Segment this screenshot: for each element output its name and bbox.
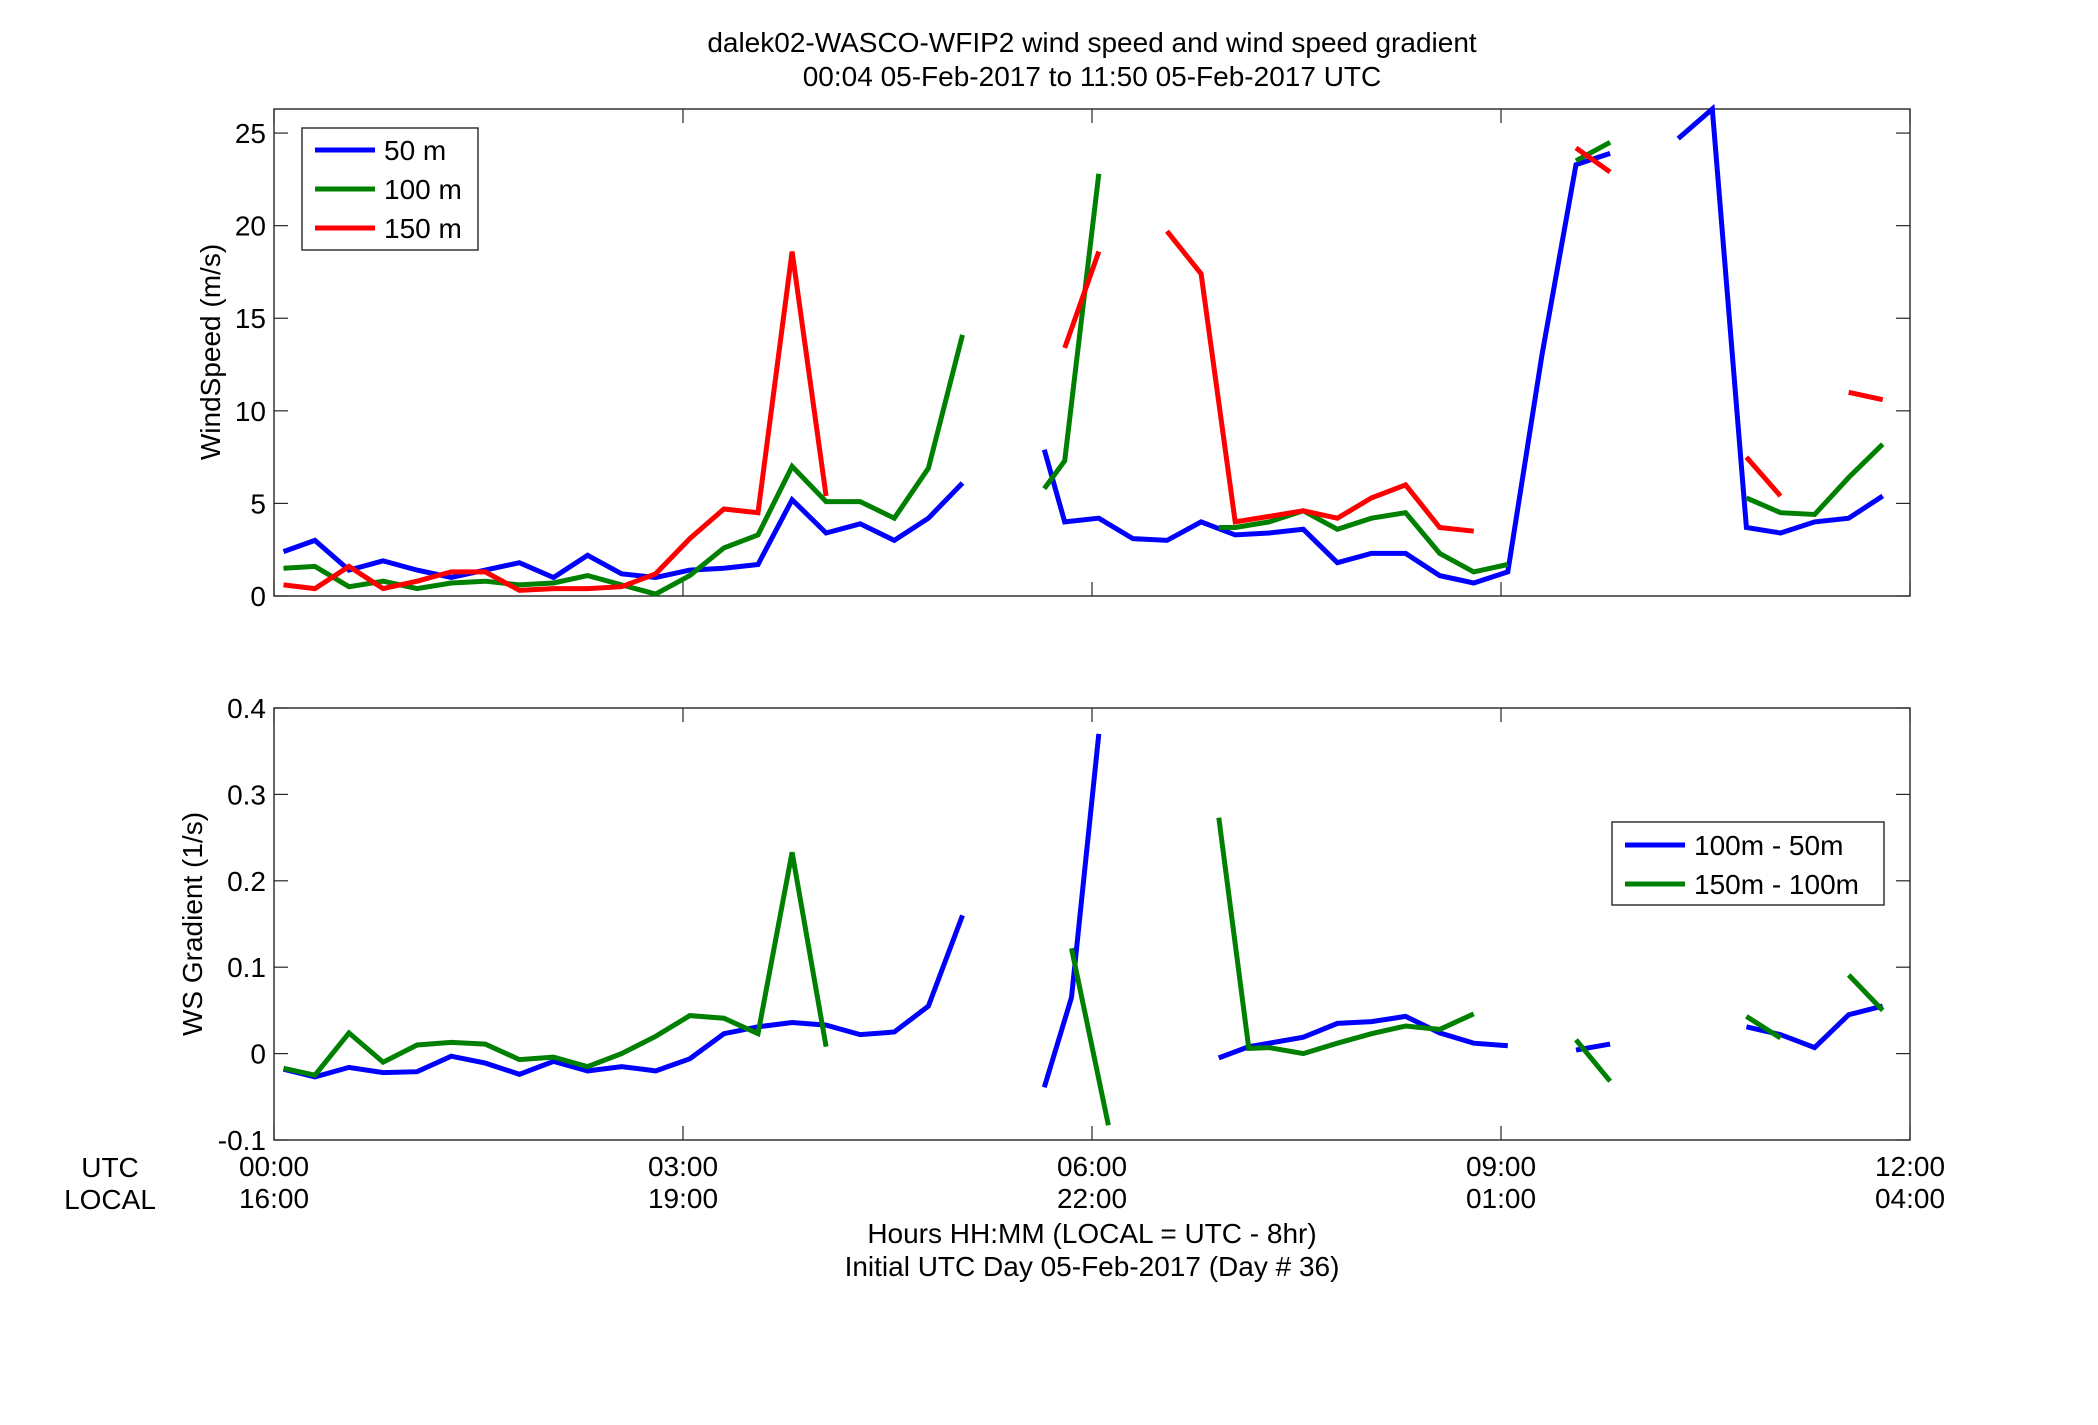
series-line-150-m (1165, 229, 1474, 534)
series-line-100m-50m (1217, 1013, 1508, 1061)
legend-label-50m: 50 m (384, 135, 446, 166)
gradient-ytick-label: 0.4 (227, 693, 266, 724)
windspeed-ytick-label: 15 (235, 303, 266, 334)
windspeed-ytick-label: 10 (235, 396, 266, 427)
series-line-150m-100m (1216, 817, 1475, 1057)
series-line-100m-50m (282, 914, 965, 1080)
series-line-150-m (1574, 145, 1612, 175)
gradient-ytick-label: -0.1 (218, 1125, 266, 1156)
x-tick-label-utc: 12:00 (1875, 1151, 1945, 1182)
series-line-150-m (283, 251, 829, 593)
windspeed-legend: 50 m 100 m 150 m (301, 127, 479, 251)
series-line-100-m (1042, 173, 1102, 491)
windspeed-axes: 0 5 10 15 20 25 WindSpeed (m/s) 50 m 100 m 15… (195, 103, 1911, 612)
legend-label-150m: 150 m (384, 213, 462, 244)
series-line-150m-100m (1745, 1014, 1782, 1041)
x-tick-label-local: 04:00 (1875, 1183, 1945, 1214)
gradient-ytick-label: 0 (250, 1039, 266, 1070)
gradient-legend-box (1611, 821, 1885, 906)
legend-label-100m: 100 m (384, 174, 462, 205)
x-tick-label-local: 16:00 (239, 1183, 309, 1214)
local-row-label: LOCAL (64, 1184, 156, 1215)
x-axis-label-2: Initial UTC Day 05-Feb-2017 (Day # 36) (845, 1251, 1340, 1282)
series-line-150-m (1062, 250, 1102, 349)
series-line-150-m (1744, 455, 1783, 498)
series-line-150m-100m (1069, 947, 1111, 1126)
legend-label-150m-100m: 150m - 100m (1694, 869, 1859, 900)
series-line-150-m (1848, 389, 1884, 403)
windspeed-y-axis-label: WindSpeed (m/s) (195, 244, 226, 460)
windspeed-ytick-label: 25 (235, 118, 266, 149)
gradient-y-axis-label: WS Gradient (1/s) (177, 812, 208, 1036)
x-tick-label-utc: 09:00 (1466, 1151, 1536, 1182)
windspeed-plot-frame (273, 108, 1911, 597)
chart-subtitle: 00:04 05-Feb-2017 to 11:50 05-Feb-2017 U… (803, 61, 1382, 92)
windspeed-ytick-label: 0 (250, 581, 266, 612)
gradient-ytick-label: 0.2 (227, 866, 266, 897)
gradient-ytick-label: 0.1 (227, 952, 266, 983)
windspeed-ytick-label: 20 (235, 211, 266, 242)
gradient-legend: 100m - 50m 150m - 100m (1611, 821, 1885, 906)
series-line-100-m (1574, 140, 1612, 163)
x-tick-label-local: 22:00 (1057, 1183, 1127, 1214)
x-tick-label-utc: 06:00 (1057, 1151, 1127, 1182)
x-tick-label-utc: 03:00 (648, 1151, 718, 1182)
series-line-50-m (1041, 151, 1611, 586)
windspeed-ytick-label: 5 (250, 488, 266, 519)
series-line-100-m (1745, 442, 1885, 518)
x-axis-label: Hours HH:MM (LOCAL = UTC - 8hr) (867, 1218, 1316, 1249)
chart-title: dalek02-WASCO-WFIP2 wind speed and wind … (707, 27, 1477, 58)
series-line-50-m (1676, 103, 1885, 536)
legend-label-100m-50m: 100m - 50m (1694, 830, 1843, 861)
series-line-150m-100m (1846, 973, 1885, 1013)
series-line-150m-100m (1574, 1038, 1613, 1083)
x-tick-label-utc: 00:00 (239, 1151, 309, 1182)
x-tick-label-local: 01:00 (1466, 1183, 1536, 1214)
series-line-50-m (282, 481, 965, 581)
gradient-axes: -0.1 0 0.1 0.2 0.3 0.4 WS Gradient (1/s) 100m… (177, 693, 1911, 1156)
utc-row-label: UTC (81, 1152, 139, 1183)
series-line-100-m (283, 334, 965, 597)
gradient-ytick-label: 0.3 (227, 779, 266, 810)
series-line-100-m (1218, 508, 1509, 575)
x-tick-label-local: 19:00 (648, 1183, 718, 1214)
series-line-100m-50m (1041, 733, 1102, 1089)
series-line-150m-100m (282, 851, 829, 1078)
